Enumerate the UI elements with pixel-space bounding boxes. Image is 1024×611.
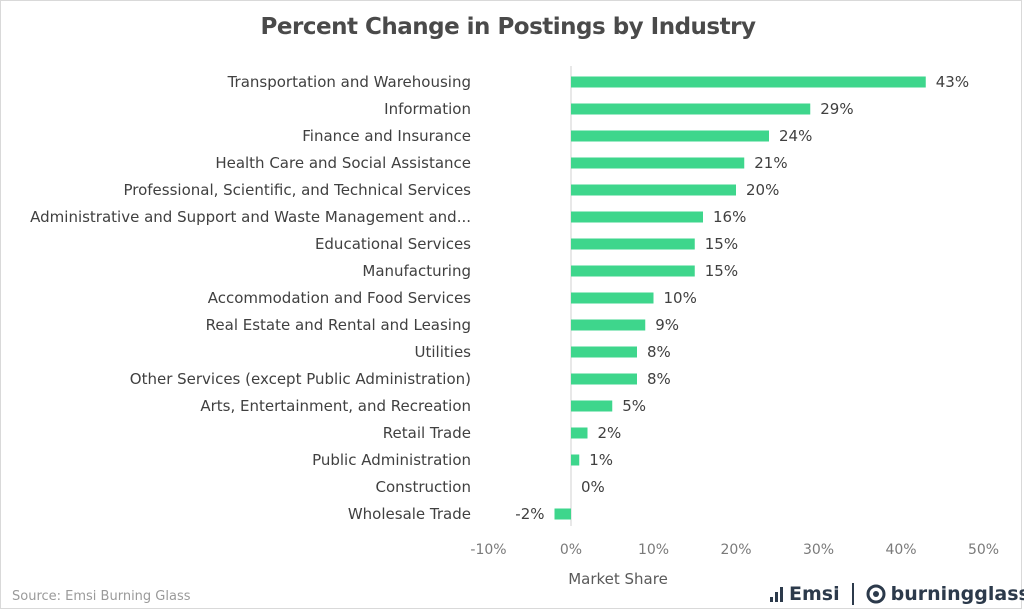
bar <box>571 76 926 88</box>
bar <box>571 103 811 115</box>
bar <box>571 400 613 412</box>
x-tick-label: 20% <box>720 542 751 558</box>
bar <box>571 319 646 331</box>
bar <box>571 157 745 169</box>
category-label: Arts, Entertainment, and Recreation <box>200 397 471 415</box>
data-label: 10% <box>664 289 697 307</box>
category-label: Accommodation and Food Services <box>208 289 471 307</box>
category-label: Health Care and Social Assistance <box>215 154 471 172</box>
bar <box>571 211 703 223</box>
x-tick-label: 10% <box>638 542 669 558</box>
logo-area: Emsi burningglass <box>770 580 1024 608</box>
data-label: 8% <box>647 370 671 388</box>
x-tick-label: 50% <box>968 542 999 558</box>
category-label: Retail Trade <box>383 424 471 442</box>
x-tick-label: 0% <box>560 542 582 558</box>
bar <box>571 184 736 196</box>
bar <box>571 373 637 385</box>
category-label: Manufacturing <box>362 262 471 280</box>
data-label: 24% <box>779 127 812 145</box>
source-note: Source: Emsi Burning Glass <box>12 589 191 604</box>
burningglass-star-icon <box>866 584 886 604</box>
x-axis-title: Market Share <box>568 570 668 588</box>
data-label: 5% <box>622 397 646 415</box>
data-label: -2% <box>515 505 544 523</box>
x-tick-label: -10% <box>470 542 506 558</box>
data-label: 15% <box>705 235 738 253</box>
bar <box>571 454 580 466</box>
data-label: 43% <box>936 73 969 91</box>
bar <box>571 238 695 250</box>
x-tick-label: 40% <box>885 542 916 558</box>
category-label: Information <box>384 100 471 118</box>
data-label: 8% <box>647 343 671 361</box>
emsi-logo-text: Emsi <box>789 583 840 605</box>
bar <box>571 346 637 358</box>
category-label: Other Services (except Public Administra… <box>130 370 471 388</box>
category-label: Professional, Scientific, and Technical … <box>123 181 471 199</box>
data-label: 9% <box>655 316 679 334</box>
emsi-bars-icon <box>770 586 785 602</box>
data-label: 16% <box>713 208 746 226</box>
data-label: 20% <box>746 181 779 199</box>
x-tick-label: 30% <box>803 542 834 558</box>
data-label: 21% <box>754 154 787 172</box>
chart-title: Percent Change in Postings by Industry <box>260 14 756 40</box>
category-label: Administrative and Support and Waste Man… <box>30 208 471 226</box>
category-label: Wholesale Trade <box>348 505 471 523</box>
category-label: Construction <box>375 478 471 496</box>
logo-divider <box>851 583 854 605</box>
bar <box>571 292 654 304</box>
category-label: Transportation and Warehousing <box>227 73 471 91</box>
bar <box>571 130 769 142</box>
category-label: Utilities <box>415 343 472 361</box>
category-label: Educational Services <box>315 235 471 253</box>
data-label: 2% <box>598 424 622 442</box>
bar <box>571 265 695 277</box>
category-label: Public Administration <box>312 451 471 469</box>
burningglass-logo-text: burningglass <box>890 583 1024 605</box>
bar <box>554 508 571 520</box>
data-label: 0% <box>581 478 605 496</box>
category-label: Finance and Insurance <box>302 127 471 145</box>
data-label: 1% <box>589 451 613 469</box>
data-label: 29% <box>820 100 853 118</box>
data-label: 15% <box>705 262 738 280</box>
bar <box>571 427 588 439</box>
category-label: Real Estate and Rental and Leasing <box>206 316 471 334</box>
